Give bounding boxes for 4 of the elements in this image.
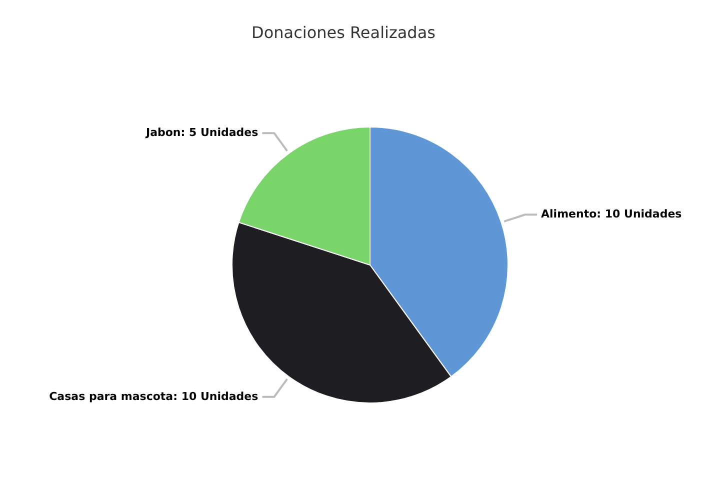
chart-title: Donaciones Realizadas: [252, 23, 436, 42]
slice-label: Alimento: 10 Unidades: [541, 208, 682, 221]
slice-label: Casas para mascota: 10 Unidades: [49, 390, 259, 403]
slice-label: Jabon: 5 Unidades: [144, 126, 259, 140]
